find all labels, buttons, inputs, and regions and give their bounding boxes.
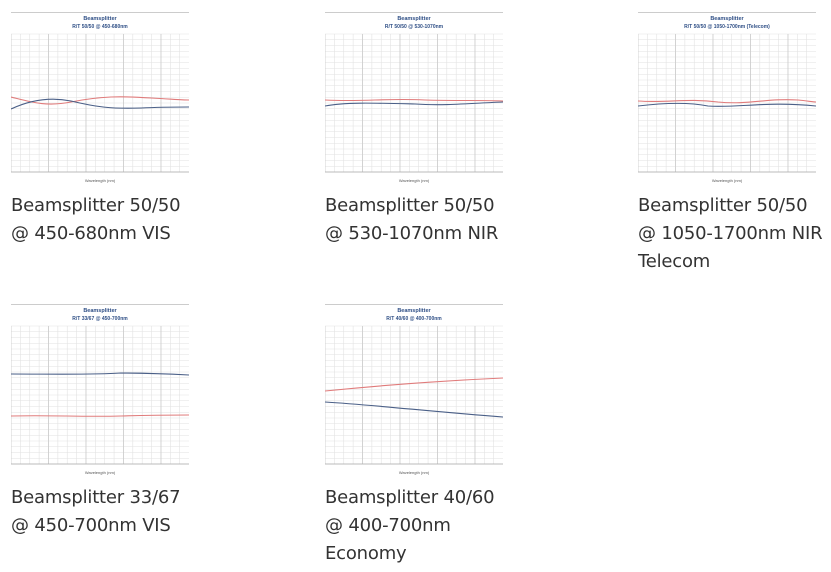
caption[interactable]: Beamsplitter 50/50 @ 1050-1700nm NIR Telec…: [638, 192, 828, 276]
caption-line[interactable]: @ 450-680nm VIS: [11, 223, 171, 244]
curve-reflect: [638, 99, 816, 104]
curve-transmit: [11, 372, 189, 376]
x-axis-label: Wavelength (nm): [712, 178, 743, 183]
caption-line[interactable]: Beamsplitter 50/50: [11, 195, 181, 216]
x-axis-label: Wavelength (nm): [85, 470, 116, 475]
caption-line[interactable]: @ 400-700nm: [325, 515, 451, 536]
thumb-subtitle: R/T 33/67 @ 450-700nm: [72, 316, 128, 322]
thumb-bg: [325, 304, 503, 480]
thumb-title: Beamsplitter: [397, 308, 431, 314]
product-card[interactable]: Beamsplitter R/T 50/50 @ 450-680nm Wavelen…: [11, 12, 201, 248]
caption-line[interactable]: Beamsplitter 33/67: [11, 487, 181, 508]
caption-line[interactable]: Beamsplitter 50/50: [325, 195, 495, 216]
thumb-title: Beamsplitter: [710, 16, 744, 22]
curve-transmit: [11, 98, 189, 110]
caption-line[interactable]: Telecom: [638, 251, 711, 272]
caption[interactable]: Beamsplitter 40/60 @ 400-700nm Economy: [325, 484, 515, 568]
curve-reflect: [11, 414, 189, 417]
thumb-title: Beamsplitter: [83, 308, 117, 314]
curve-transmit: [325, 401, 503, 418]
caption[interactable]: Beamsplitter 33/67 @ 450-700nm VIS: [11, 484, 201, 540]
thumb-title: Beamsplitter: [83, 16, 117, 22]
curve-transmit: [325, 101, 503, 107]
x-axis-label: Wavelength (nm): [85, 178, 116, 183]
thumbnail: Beamsplitter R/T 50/50 @ 450-680nm Wavelen…: [11, 12, 189, 188]
thumbnail: Beamsplitter R/T 50/50 @ 1050-1700nm (Tel…: [638, 12, 816, 188]
caption-line[interactable]: Beamsplitter 40/60: [325, 487, 495, 508]
caption-line[interactable]: Economy: [325, 543, 407, 564]
product-card[interactable]: Beamsplitter R/T 33/67 @ 450-700nm Wavelen…: [11, 304, 201, 540]
thumb-subtitle: R/T 40/60 @ 400-700nm: [386, 316, 442, 322]
caption-line[interactable]: @ 1050-1700nm NIR: [638, 223, 823, 244]
curve-reflect: [11, 96, 189, 105]
caption-line[interactable]: Beamsplitter 50/50: [638, 195, 808, 216]
caption[interactable]: Beamsplitter 50/50 @ 530-1070nm NIR: [325, 192, 515, 248]
product-card[interactable]: Beamsplitter R/T 50/50 @ 1050-1700nm (Tel…: [638, 12, 828, 276]
thumb-bg: [11, 304, 189, 480]
product-card[interactable]: Beamsplitter R/T 50/50 @ 530-1070nm Wavele…: [325, 12, 515, 248]
thumb-subtitle: R/T 50/50 @ 530-1070nm: [385, 24, 444, 30]
curve-reflect: [325, 377, 503, 392]
curve-reflect: [325, 98, 503, 102]
thumb-title: Beamsplitter: [397, 16, 431, 22]
caption[interactable]: Beamsplitter 50/50 @ 450-680nm VIS: [11, 192, 201, 248]
caption-line[interactable]: @ 450-700nm VIS: [11, 515, 171, 536]
caption-line[interactable]: @ 530-1070nm NIR: [325, 223, 499, 244]
thumbnail: Beamsplitter R/T 40/60 @ 400-700nm Wavelen…: [325, 304, 503, 480]
thumb-subtitle: R/T 50/50 @ 450-680nm: [72, 24, 128, 30]
curve-transmit: [638, 102, 816, 107]
x-axis-label: Wavelength (nm): [399, 470, 430, 475]
product-card[interactable]: Beamsplitter R/T 40/60 @ 400-700nm Wavelen…: [325, 304, 515, 568]
x-axis-label: Wavelength (nm): [399, 178, 430, 183]
thumb-subtitle: R/T 50/50 @ 1050-1700nm (Telecom): [684, 24, 770, 30]
thumbnail: Beamsplitter R/T 50/50 @ 530-1070nm Wavele…: [325, 12, 503, 188]
thumbnail: Beamsplitter R/T 33/67 @ 450-700nm Wavelen…: [11, 304, 189, 480]
